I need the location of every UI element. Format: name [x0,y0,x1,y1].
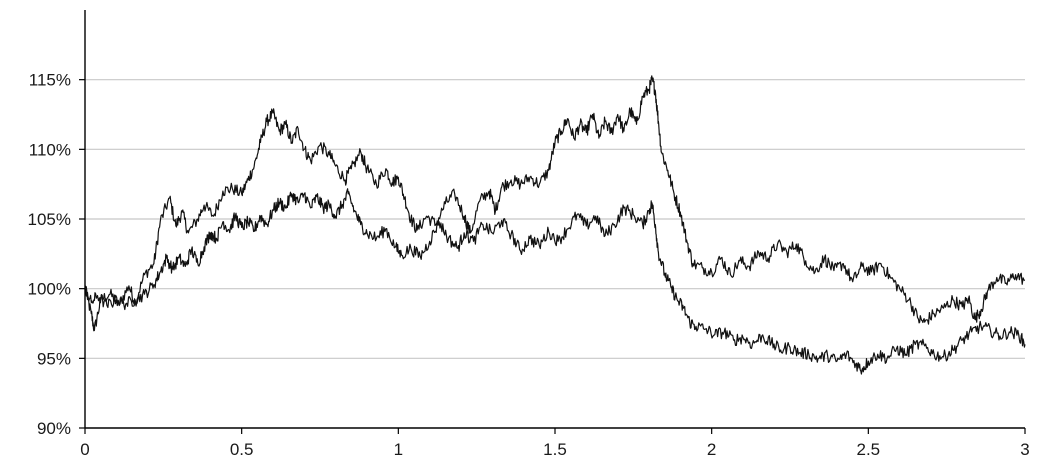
x-axis-ticks: 0 0.5 1 1.5 2 2.5 3 [80,428,1030,459]
series-group [84,75,1026,375]
series-line-1 [84,75,1026,332]
x-tick-label: 0.5 [230,440,254,459]
x-tick-label: 1 [394,440,403,459]
x-tick-label: 1.5 [543,440,567,459]
y-tick-label: 110% [29,140,71,159]
y-tick-label: 90% [37,419,71,438]
series-line-2 [84,188,1026,375]
y-tick-label: 95% [37,349,71,368]
y-axis-ticks: 90% 95% 100% 105% 110% 115% [28,71,85,438]
y-tick-label: 100% [28,280,71,299]
x-tick-label: 3 [1020,440,1029,459]
x-tick-label: 0 [80,440,89,459]
x-tick-label: 2 [707,440,716,459]
x-tick-label: 2.5 [857,440,881,459]
gridlines [85,79,1025,359]
y-tick-label: 105% [28,210,71,229]
y-tick-label: 115% [29,71,71,90]
